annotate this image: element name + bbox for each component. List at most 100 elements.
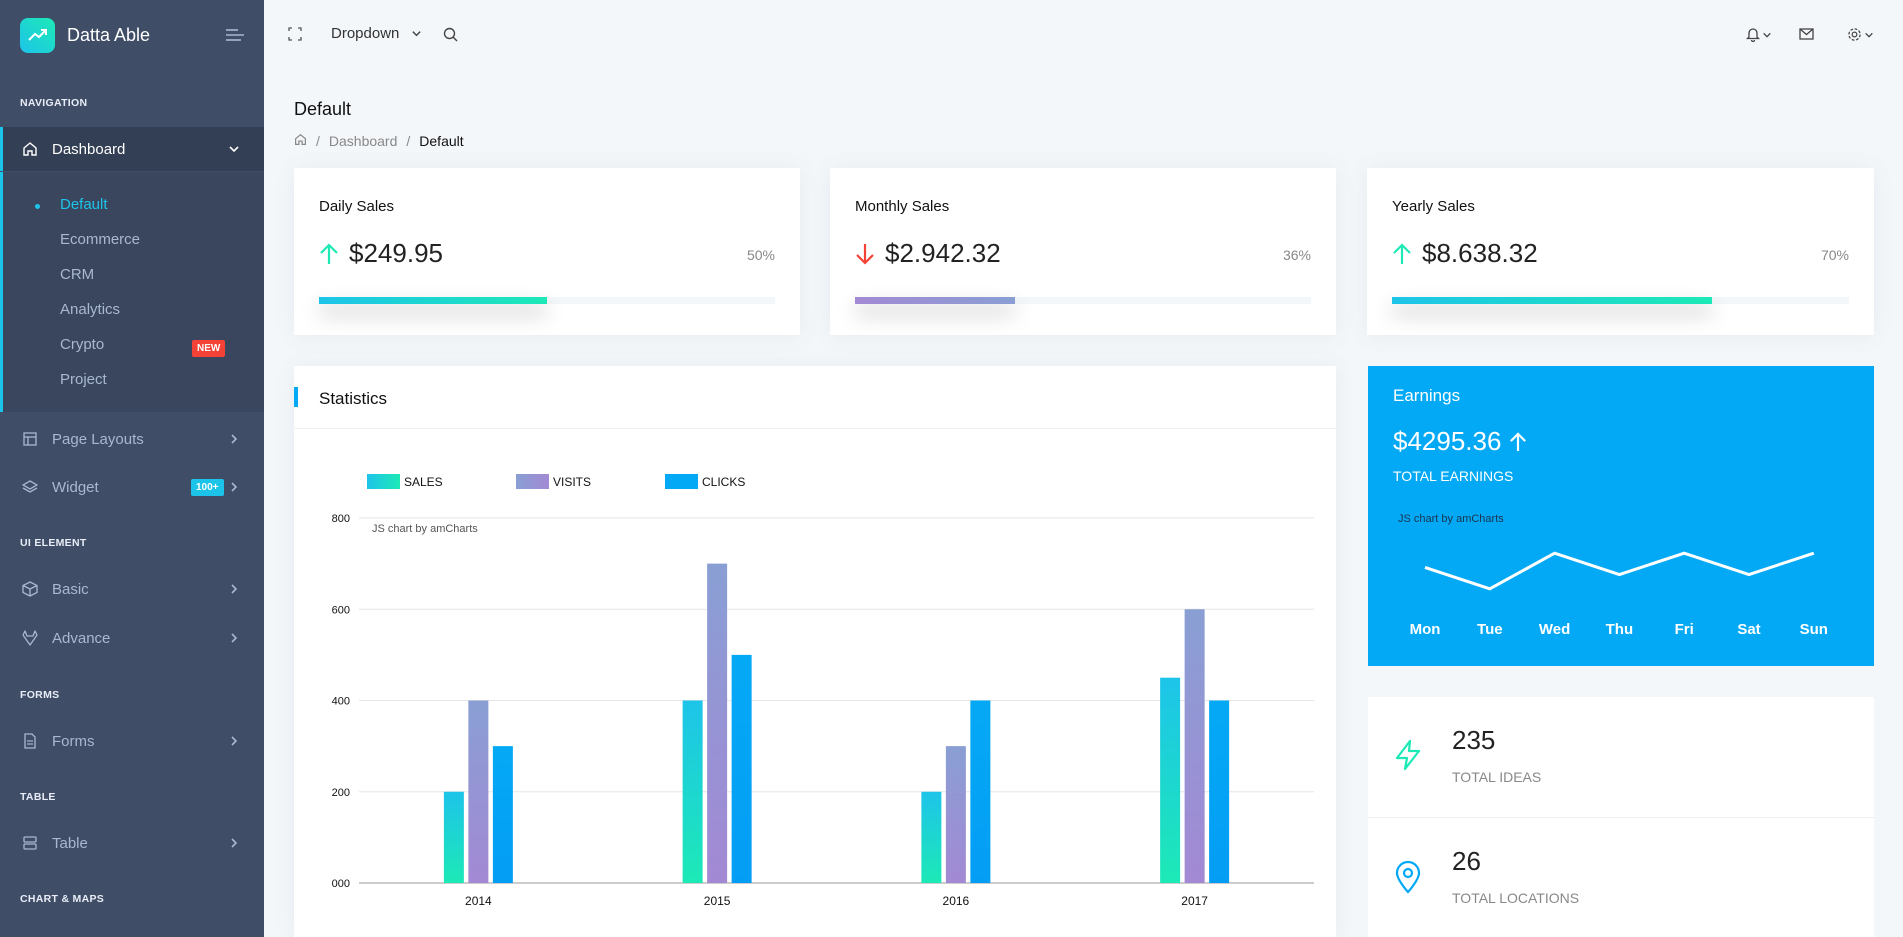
legend-swatch: [516, 474, 549, 489]
home-icon: [20, 139, 40, 159]
header-dropdown[interactable]: Dropdown: [331, 25, 422, 42]
x-tick-label: 2014: [465, 894, 492, 908]
chart-credit: JS chart by amCharts: [1398, 513, 1504, 525]
day-label: Thu: [1605, 621, 1634, 638]
chevron-down-icon: [412, 31, 422, 37]
legend-swatch: [665, 474, 698, 489]
bar-clicks[interactable]: [492, 746, 513, 883]
bar-visits[interactable]: [945, 746, 966, 883]
total-ideas-card: 235 TOTAL IDEAS: [1368, 697, 1874, 817]
legend-label: SALES: [404, 474, 443, 489]
brand-name: Datta Able: [67, 24, 151, 45]
y-tick-label: 800: [332, 513, 350, 525]
info-label: TOTAL LOCATIONS: [1452, 890, 1580, 906]
sidebar-item-label: Forms: [52, 732, 95, 750]
bar-sales[interactable]: [682, 700, 703, 884]
legend-label: CLICKS: [702, 474, 746, 489]
fullscreen-icon[interactable]: [288, 27, 302, 41]
legend-label: VISITS: [553, 474, 592, 489]
chevron-down-icon: [229, 146, 239, 153]
statistics-bar-chart: JS chart by amCharts 000 200 400 600 800 2014…: [332, 513, 1314, 908]
x-tick-label: 2015: [704, 894, 731, 908]
nav-caption-table: TABLE: [20, 791, 56, 803]
sidebar-item-forms[interactable]: Forms: [0, 719, 264, 763]
card-value: $2.942.32: [855, 238, 1001, 269]
card-title: Earnings: [1393, 386, 1461, 405]
sidebar-subitem-analytics[interactable]: Analytics: [60, 301, 121, 318]
progress-bar: [855, 297, 1311, 304]
card-value: $8.638.32: [1392, 238, 1538, 269]
sidebar-item-basic[interactable]: Basic: [0, 567, 264, 611]
earnings-value: $4295.36: [1393, 426, 1527, 457]
card-percent: 36%: [1282, 247, 1311, 263]
sidebar-item-table[interactable]: Table: [0, 821, 264, 865]
earnings-line-chart: [1424, 551, 1815, 591]
bar-clicks[interactable]: [731, 654, 752, 883]
earnings-line: [1424, 551, 1815, 591]
notification-bell-icon[interactable]: [1746, 27, 1772, 42]
legend-item-clicks[interactable]: CLICKS: [665, 474, 745, 489]
legend-item-visits[interactable]: VISITS: [516, 474, 591, 489]
bar-visits[interactable]: [1184, 609, 1205, 883]
sidebar-subitem-crm[interactable]: CRM: [60, 266, 95, 283]
bar-visits[interactable]: [468, 700, 489, 884]
total-locations-card: 26 TOTAL LOCATIONS: [1368, 818, 1874, 937]
divider: [1368, 817, 1874, 818]
chevron-down-icon: [1865, 32, 1873, 38]
chevron-down-icon: [1763, 32, 1771, 38]
bar-visits[interactable]: [707, 563, 728, 883]
sidebar-subitem-crypto[interactable]: Crypto: [60, 336, 105, 353]
progress-bar: [1392, 297, 1849, 304]
map-pin-icon: [1395, 860, 1421, 894]
bar-clicks[interactable]: [970, 700, 991, 884]
sidebar-item-page-layouts[interactable]: Page Layouts: [0, 417, 264, 461]
chevron-right-icon: [231, 838, 238, 848]
sidebar-item-advance[interactable]: Advance: [0, 616, 264, 660]
sidebar-item-dashboard[interactable]: Dashboard: [0, 127, 264, 171]
sidebar-item-label: Page Layouts: [52, 430, 144, 448]
nav-caption-navigation: NAVIGATION: [20, 97, 88, 109]
card-title: Monthly Sales: [855, 198, 950, 215]
bar-sales[interactable]: [1160, 677, 1181, 883]
settings-gear-icon[interactable]: [1847, 27, 1874, 42]
home-icon[interactable]: [294, 133, 307, 149]
x-tick-label: 2016: [943, 894, 970, 908]
bar-clicks[interactable]: [1209, 700, 1230, 884]
brand[interactable]: Datta Able: [0, 0, 264, 70]
card-title: Yearly Sales: [1392, 198, 1475, 215]
card-value-text: $249.95: [349, 238, 443, 268]
bar-sales[interactable]: [443, 791, 464, 883]
layers-icon: [20, 477, 40, 497]
search-icon[interactable]: [443, 27, 458, 42]
statistics-card: Statistics SALES VISITS CLICKS JS chart …: [294, 366, 1336, 937]
box-icon: [20, 579, 40, 599]
sidebar-item-widget[interactable]: Widget: [0, 465, 264, 509]
y-tick-label: 400: [332, 696, 350, 708]
legend-item-sales[interactable]: SALES: [367, 474, 443, 489]
sidebar-item-label: Table: [52, 834, 88, 852]
sidebar-subitem-project[interactable]: Project: [60, 371, 107, 388]
widget-count-badge: 100+: [191, 479, 224, 496]
sidebar-subitem-ecommerce[interactable]: Ecommerce: [60, 231, 141, 248]
yearly-sales-card: Yearly Sales $8.638.32 70%: [1367, 168, 1874, 335]
mail-icon[interactable]: [1799, 28, 1814, 40]
divider: [294, 428, 1336, 429]
dashboard-submenu: [0, 172, 264, 412]
day-label: Mon: [1409, 621, 1441, 638]
menu-toggle-icon[interactable]: [226, 28, 244, 42]
day-label: Sat: [1737, 621, 1761, 638]
bar-sales[interactable]: [921, 791, 942, 883]
chevron-right-icon: [231, 584, 238, 594]
active-dot-icon: [35, 204, 40, 209]
sidebar-subitem-default[interactable]: Default: [60, 196, 108, 213]
nav-caption-ui-element: UI ELEMENT: [20, 537, 87, 549]
server-icon: [20, 833, 40, 853]
card-value-text: $2.942.32: [885, 238, 1001, 268]
nav-caption-chart-maps: CHART & MAPS: [20, 893, 105, 905]
breadcrumb: / Dashboard / Default: [294, 133, 464, 149]
breadcrumb-dashboard[interactable]: Dashboard: [328, 133, 398, 149]
day-label: Tue: [1477, 621, 1503, 638]
day-label: Wed: [1538, 621, 1571, 638]
info-value: 26: [1452, 846, 1481, 876]
chevron-right-icon: [231, 633, 238, 643]
